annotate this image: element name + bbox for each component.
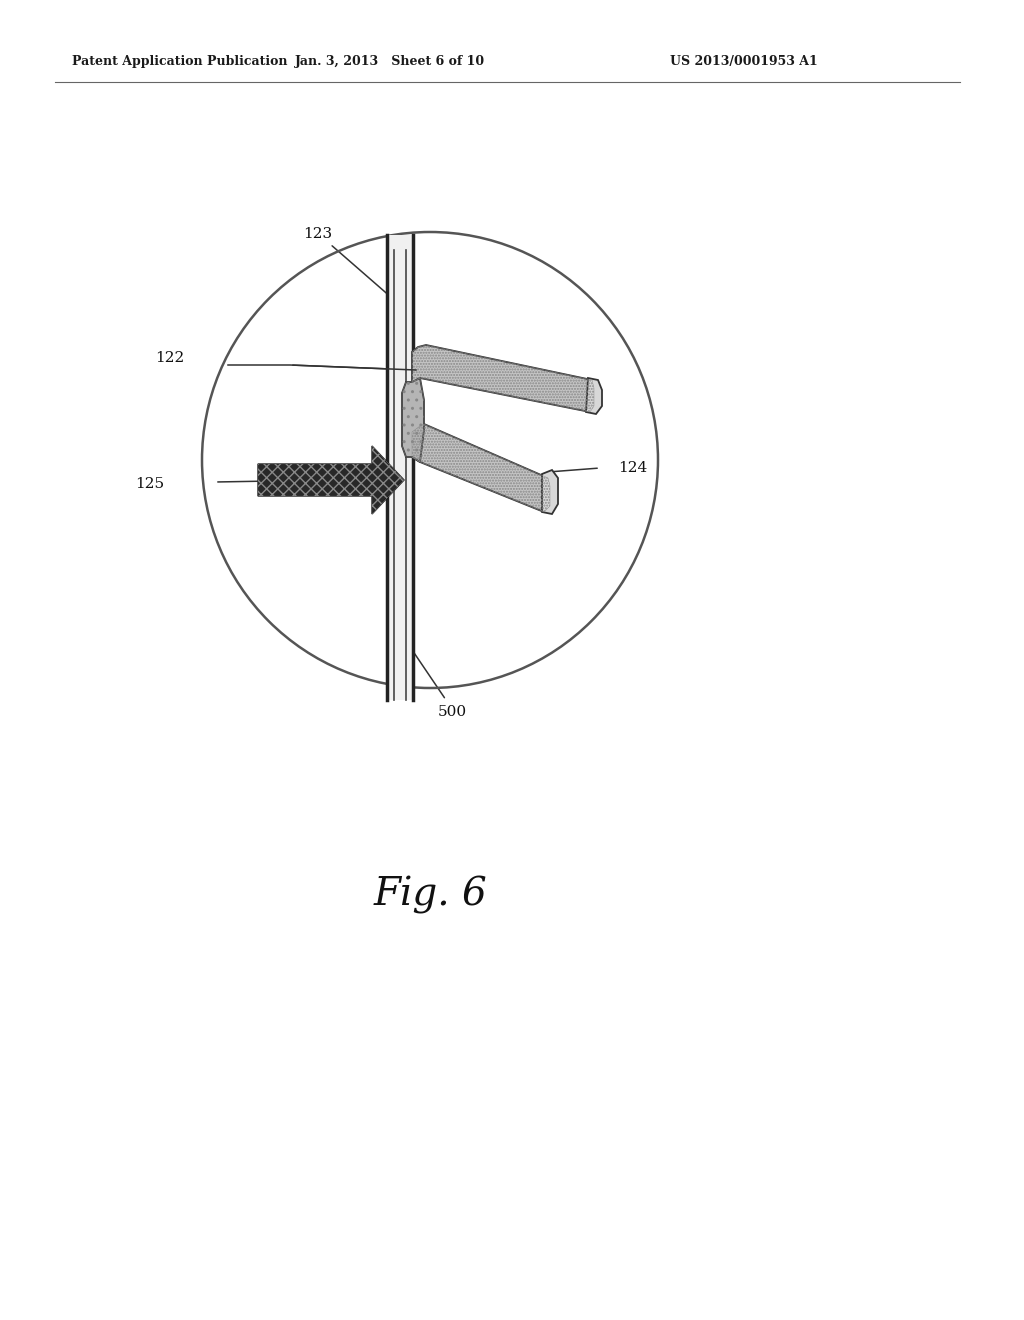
Text: 123: 123	[303, 227, 333, 242]
Text: Patent Application Publication: Patent Application Publication	[72, 55, 288, 69]
Polygon shape	[258, 446, 404, 513]
Text: Fig. 6: Fig. 6	[373, 876, 486, 913]
Text: US 2013/0001953 A1: US 2013/0001953 A1	[670, 55, 818, 69]
Text: 124: 124	[618, 461, 647, 475]
Polygon shape	[412, 424, 550, 512]
Bar	[387, 235, 413, 700]
Text: 500: 500	[437, 705, 467, 719]
Polygon shape	[402, 378, 424, 462]
Text: 125: 125	[135, 477, 165, 491]
Polygon shape	[542, 470, 558, 513]
Text: Jan. 3, 2013   Sheet 6 of 10: Jan. 3, 2013 Sheet 6 of 10	[295, 55, 485, 69]
Polygon shape	[586, 378, 602, 414]
Polygon shape	[412, 345, 594, 412]
Text: 122: 122	[156, 351, 184, 366]
